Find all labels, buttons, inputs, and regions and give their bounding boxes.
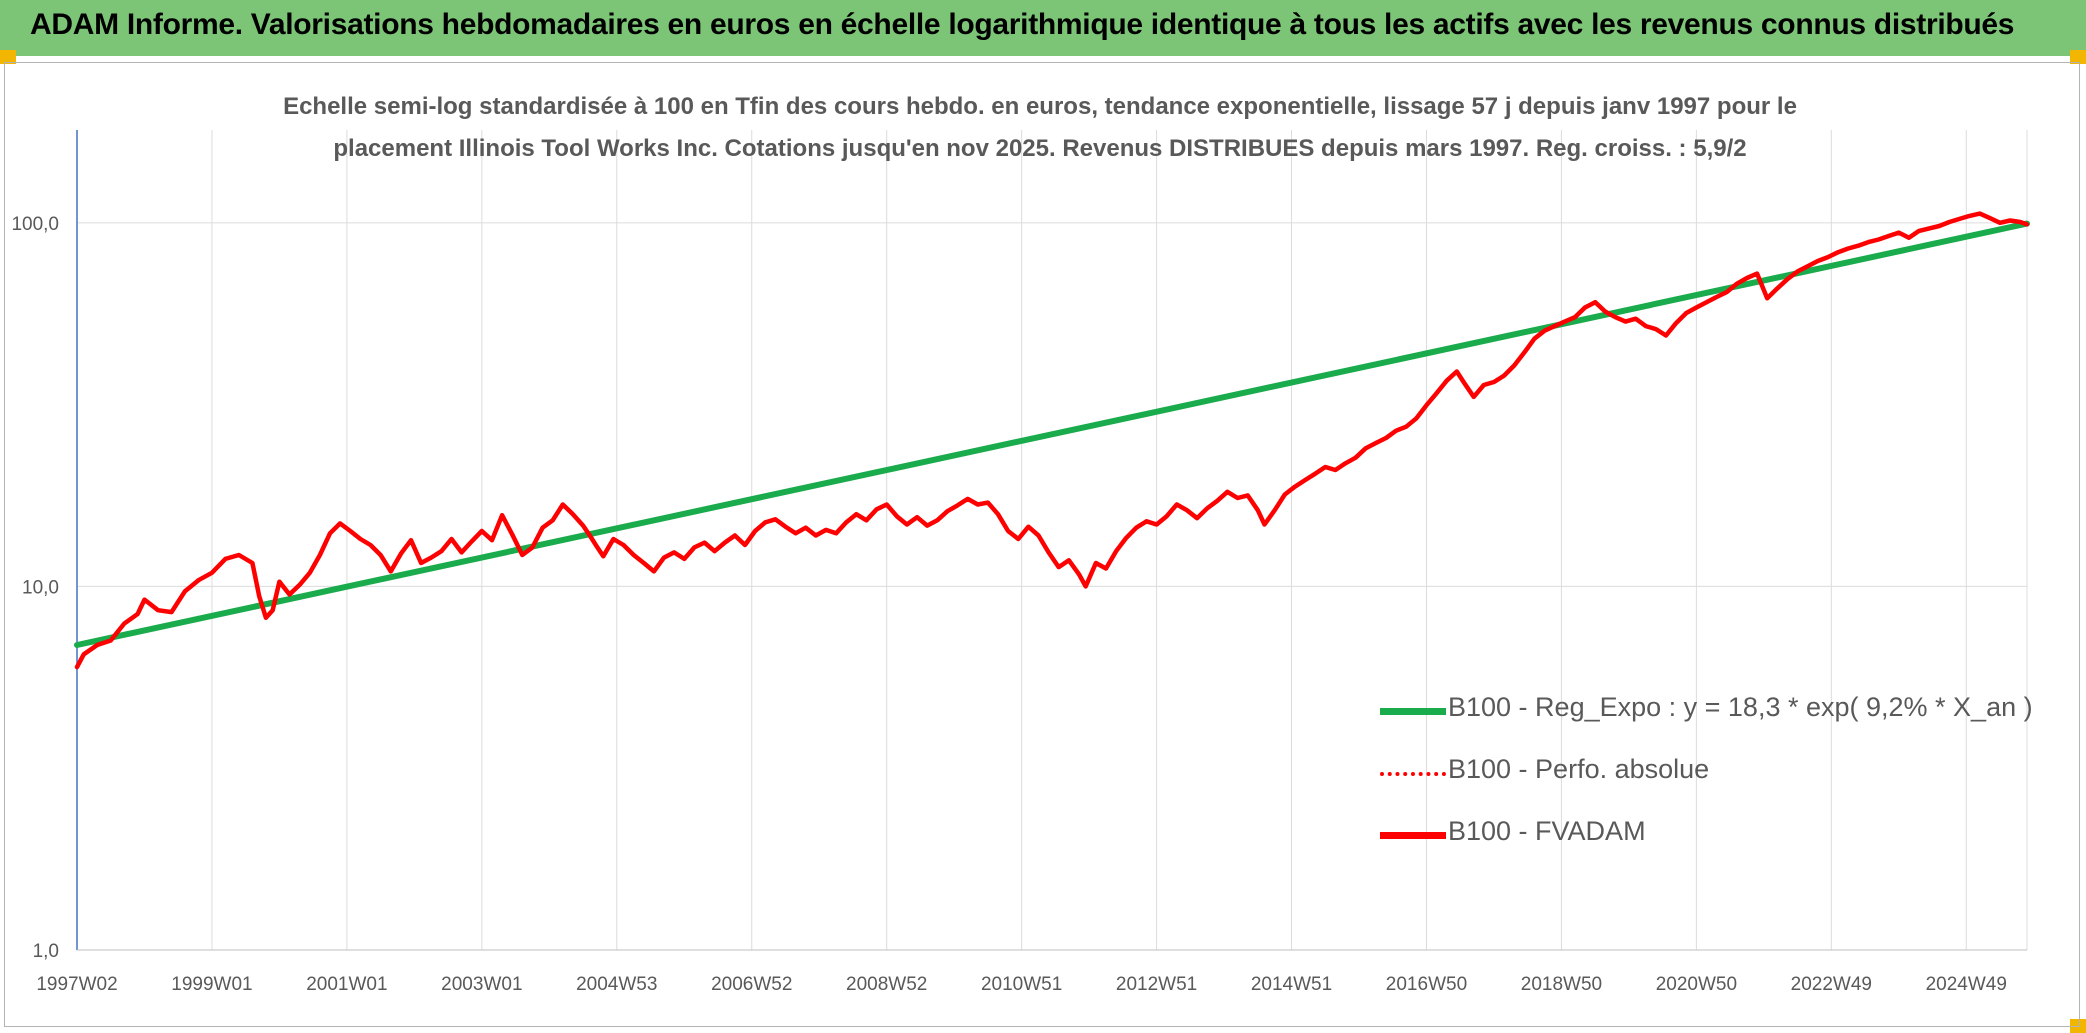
x-tick-label: 2012W51 — [1116, 974, 1197, 995]
legend-swatch-red-line — [1380, 832, 1446, 839]
legend-label-fvadam: B100 - FVADAM — [1448, 816, 1646, 846]
legend-swatch-green-line — [1380, 708, 1446, 715]
chart-title-line-1: Echelle semi-log standardisée à 100 en T… — [283, 93, 1797, 120]
x-tick-label: 2016W50 — [1386, 974, 1467, 995]
x-tick-label: 2014W51 — [1251, 974, 1332, 995]
x-tick-label: 2006W52 — [711, 974, 792, 995]
x-tick-label: 1999W01 — [171, 974, 252, 995]
legend-swatch-red-dotted — [1380, 772, 1446, 776]
series-line-fvadam — [74, 211, 2030, 670]
report-title: ADAM Informe. Valorisations hebdomadaire… — [30, 8, 2015, 41]
x-tick-label: 2018W50 — [1521, 974, 1602, 995]
corner-marker-top-right — [2070, 50, 2086, 64]
legend-label-perfo-absolue: B100 - Perfo. absolue — [1448, 754, 1710, 784]
x-tick-label: 2020W50 — [1656, 974, 1737, 995]
x-tick-label: 2003W01 — [441, 974, 522, 995]
x-tick-label: 2010W51 — [981, 974, 1062, 995]
chart-title-line-2: placement Illinois Tool Works Inc. Cotat… — [333, 135, 1747, 162]
x-tick-label: 2004W53 — [576, 974, 657, 995]
chart-title: Echelle semi-log standardisée à 100 en T… — [200, 86, 1880, 170]
x-tick-label: 2001W01 — [306, 974, 387, 995]
chart-frame — [4, 62, 2080, 1027]
x-tick-label: 2022W49 — [1791, 974, 1872, 995]
corner-marker-top-left — [0, 50, 16, 64]
y-tick-label: 100,0 — [11, 214, 59, 235]
x-tick-label: 1997W02 — [36, 974, 117, 995]
x-tick-label: 2008W52 — [846, 974, 927, 995]
y-tick-label: 1,0 — [33, 941, 59, 962]
report-banner: ADAM Informe. Valorisations hebdomadaire… — [0, 0, 2086, 56]
series-line-reg-expo — [74, 220, 2030, 649]
y-tick-label: 10,0 — [22, 577, 59, 598]
legend-label-reg-expo: B100 - Reg_Expo : y = 18,3 * exp( 9,2% *… — [1448, 692, 2033, 722]
x-tick-label: 2024W49 — [1926, 974, 2007, 995]
